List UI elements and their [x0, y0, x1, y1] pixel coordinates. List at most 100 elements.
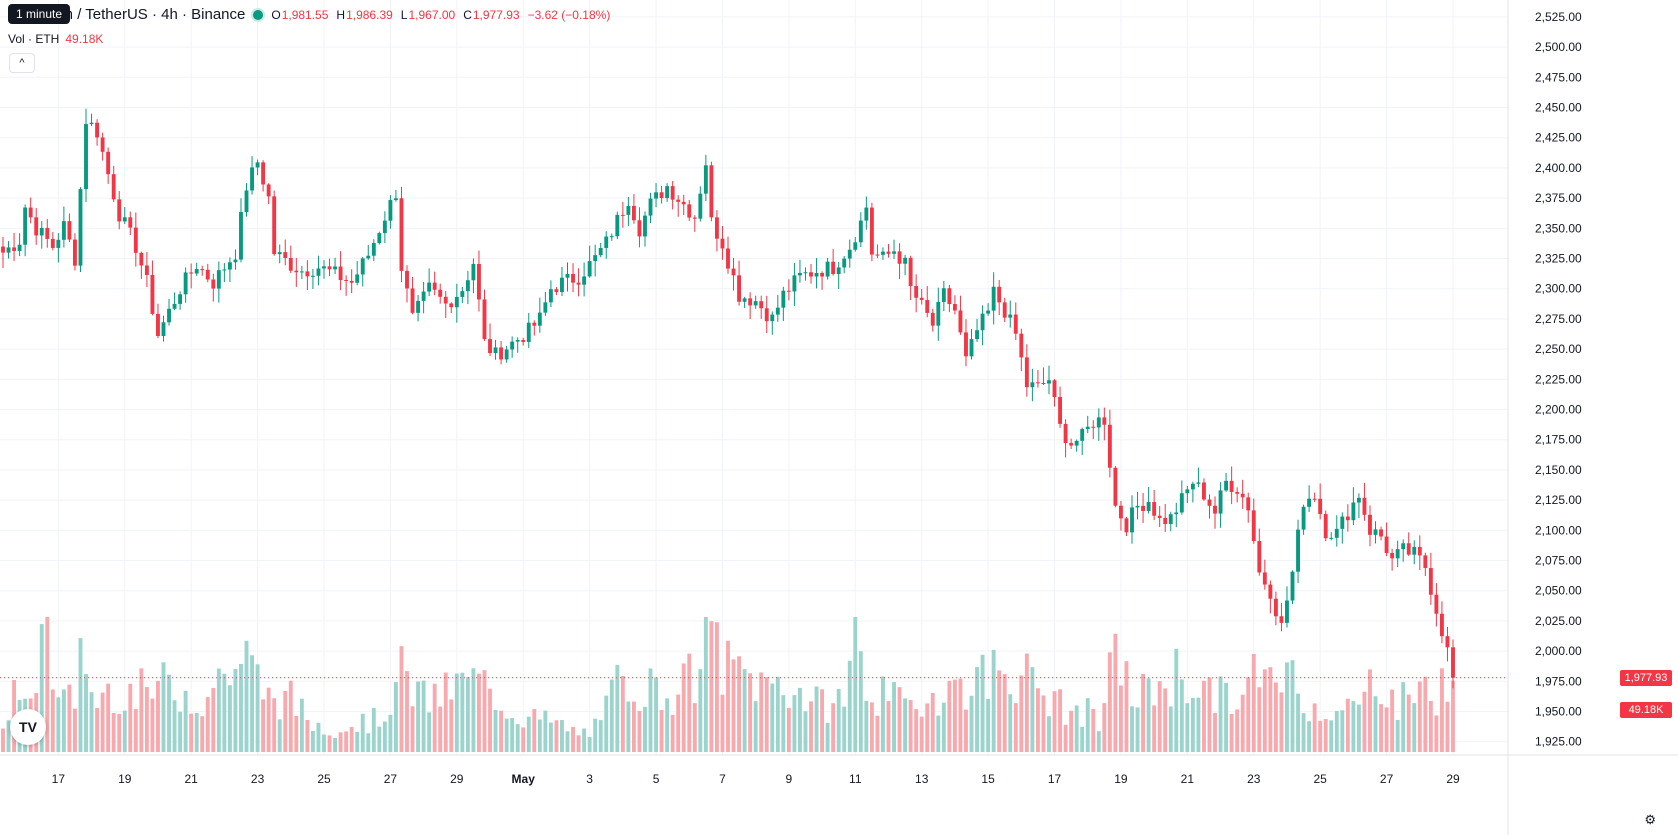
candle-body [1439, 613, 1444, 637]
price-tick-label: 2,450.00 [1535, 101, 1582, 115]
candle-body [609, 236, 614, 238]
volume-bar [565, 731, 570, 752]
price-tick-label: 2,425.00 [1535, 131, 1582, 145]
price-tick-label: 2,200.00 [1535, 403, 1582, 417]
time-tick-label: 9 [786, 772, 793, 786]
volume-bar [1390, 689, 1395, 752]
volume-bar [521, 727, 526, 752]
volume-bar [582, 728, 587, 752]
candle-body [355, 274, 360, 283]
candle-body [1273, 598, 1278, 617]
candle-body [814, 272, 819, 277]
volume-bar [886, 701, 891, 752]
volume-bar [89, 692, 94, 752]
volume-bar [720, 694, 725, 752]
candle-body [1356, 497, 1361, 503]
candle-body [670, 186, 675, 200]
volume-bar [670, 714, 675, 752]
candle-body [89, 122, 94, 125]
settings-gear-icon[interactable]: ⚙ [1644, 812, 1656, 827]
volume-value: 49.18K [65, 32, 104, 46]
volume-bar [216, 668, 221, 752]
candle-body [1268, 584, 1273, 599]
candle-body [1207, 499, 1212, 506]
candle-body [620, 214, 625, 216]
price-tick-label: 2,025.00 [1535, 614, 1582, 628]
candle-body [1002, 302, 1007, 318]
candle-body [283, 252, 288, 258]
volume-bar [709, 621, 714, 752]
volume-bar [338, 732, 343, 752]
candle-body [687, 204, 692, 218]
volume-bar [997, 670, 1002, 752]
collapse-legend-button[interactable]: ^ [9, 53, 35, 73]
volume-bar [6, 720, 11, 752]
volume-bar [593, 718, 598, 752]
volume-bar [427, 712, 432, 752]
volume-bar [1141, 673, 1146, 752]
candle-body [748, 298, 753, 306]
volume-bar [266, 687, 271, 752]
candle-body [1069, 443, 1074, 446]
volume-bar [50, 689, 55, 752]
candle-body [454, 296, 459, 308]
volume-bar [299, 698, 304, 752]
price-tick-label: 2,500.00 [1535, 40, 1582, 54]
time-tick-label: 5 [653, 772, 660, 786]
time-tick-label: 17 [1048, 772, 1062, 786]
volume-bar [95, 708, 100, 752]
volume-bar [1279, 692, 1284, 752]
volume-bar [864, 700, 869, 752]
volume-bar [958, 678, 963, 752]
candle-body [941, 288, 946, 302]
candle-body [510, 341, 515, 350]
candle-body [1257, 541, 1262, 573]
candle-body [930, 312, 935, 326]
candle-body [1030, 382, 1035, 388]
volume-bar [244, 640, 249, 752]
candle-body [421, 291, 426, 301]
volume-label[interactable]: Vol · ETH [8, 32, 60, 46]
volume-bar [1329, 720, 1334, 752]
volume-bar [1052, 691, 1057, 752]
candle-body [1390, 552, 1395, 559]
market-status-icon[interactable] [253, 9, 264, 20]
candle-body [1351, 502, 1356, 521]
candle-body [233, 259, 238, 263]
volume-bar [1262, 669, 1267, 752]
candle-body [504, 349, 509, 360]
volume-bar [438, 706, 443, 752]
candle-body [183, 272, 188, 295]
candle-body [1307, 498, 1312, 507]
volume-bar [1179, 679, 1184, 752]
volume-bar [764, 677, 769, 752]
volume-bar [1235, 709, 1240, 752]
candle-body [753, 301, 758, 306]
volume-bar [261, 699, 266, 752]
volume-bar [1285, 662, 1289, 752]
candle-body [1085, 426, 1090, 430]
price-tick-label: 1,925.00 [1535, 735, 1582, 749]
high-value: 1,986.39 [346, 7, 393, 22]
volume-bar [61, 689, 66, 752]
volume-bar [1102, 703, 1107, 752]
volume-bar [344, 731, 349, 752]
candle-body [1157, 515, 1162, 518]
volume-bar [84, 674, 88, 752]
candle-body [648, 198, 653, 216]
volume-bar [753, 701, 758, 752]
volume-bar [1257, 687, 1262, 752]
volume-bar [1307, 721, 1312, 752]
candle-body [615, 214, 620, 237]
last-price-tag: 1,977.93 [1620, 669, 1672, 686]
volume-bar [1113, 633, 1118, 752]
volume-bar [798, 687, 802, 752]
candle-body [604, 236, 609, 248]
volume-bar [526, 716, 531, 752]
volume-bar [443, 672, 448, 752]
candle-body [864, 207, 869, 221]
tradingview-logo-icon[interactable]: TV [10, 709, 46, 745]
volume-bar [792, 695, 797, 752]
candle-body [255, 162, 260, 168]
